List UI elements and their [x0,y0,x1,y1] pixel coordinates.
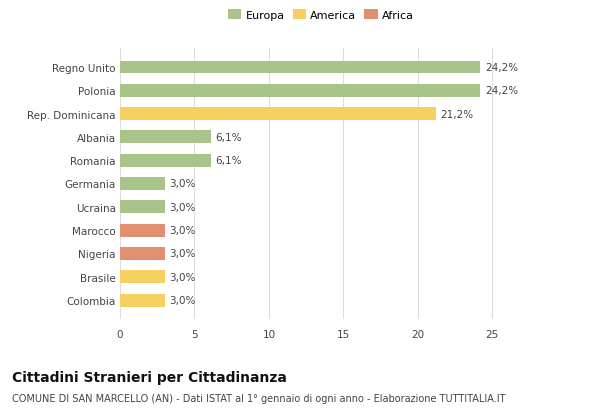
Text: 24,2%: 24,2% [485,63,518,73]
Bar [120,178,164,191]
Text: COMUNE DI SAN MARCELLO (AN) - Dati ISTAT al 1° gennaio di ogni anno - Elaborazio: COMUNE DI SAN MARCELLO (AN) - Dati ISTAT… [12,393,505,403]
Bar [120,108,436,121]
Legend: Europa, America, Africa: Europa, America, Africa [223,6,419,25]
Text: 3,0%: 3,0% [169,202,196,212]
Text: 3,0%: 3,0% [169,249,196,259]
Text: 6,1%: 6,1% [215,133,242,142]
Bar [120,154,211,167]
Bar [120,271,164,283]
Bar [120,131,211,144]
Bar [120,61,481,74]
Text: 6,1%: 6,1% [215,156,242,166]
Bar [120,85,481,97]
Bar [120,224,164,237]
Text: 3,0%: 3,0% [169,295,196,306]
Text: Cittadini Stranieri per Cittadinanza: Cittadini Stranieri per Cittadinanza [12,370,287,384]
Bar [120,201,164,214]
Text: 3,0%: 3,0% [169,226,196,236]
Bar [120,247,164,260]
Text: 24,2%: 24,2% [485,86,518,96]
Text: 3,0%: 3,0% [169,272,196,282]
Text: 3,0%: 3,0% [169,179,196,189]
Bar [120,294,164,307]
Text: 21,2%: 21,2% [440,109,473,119]
